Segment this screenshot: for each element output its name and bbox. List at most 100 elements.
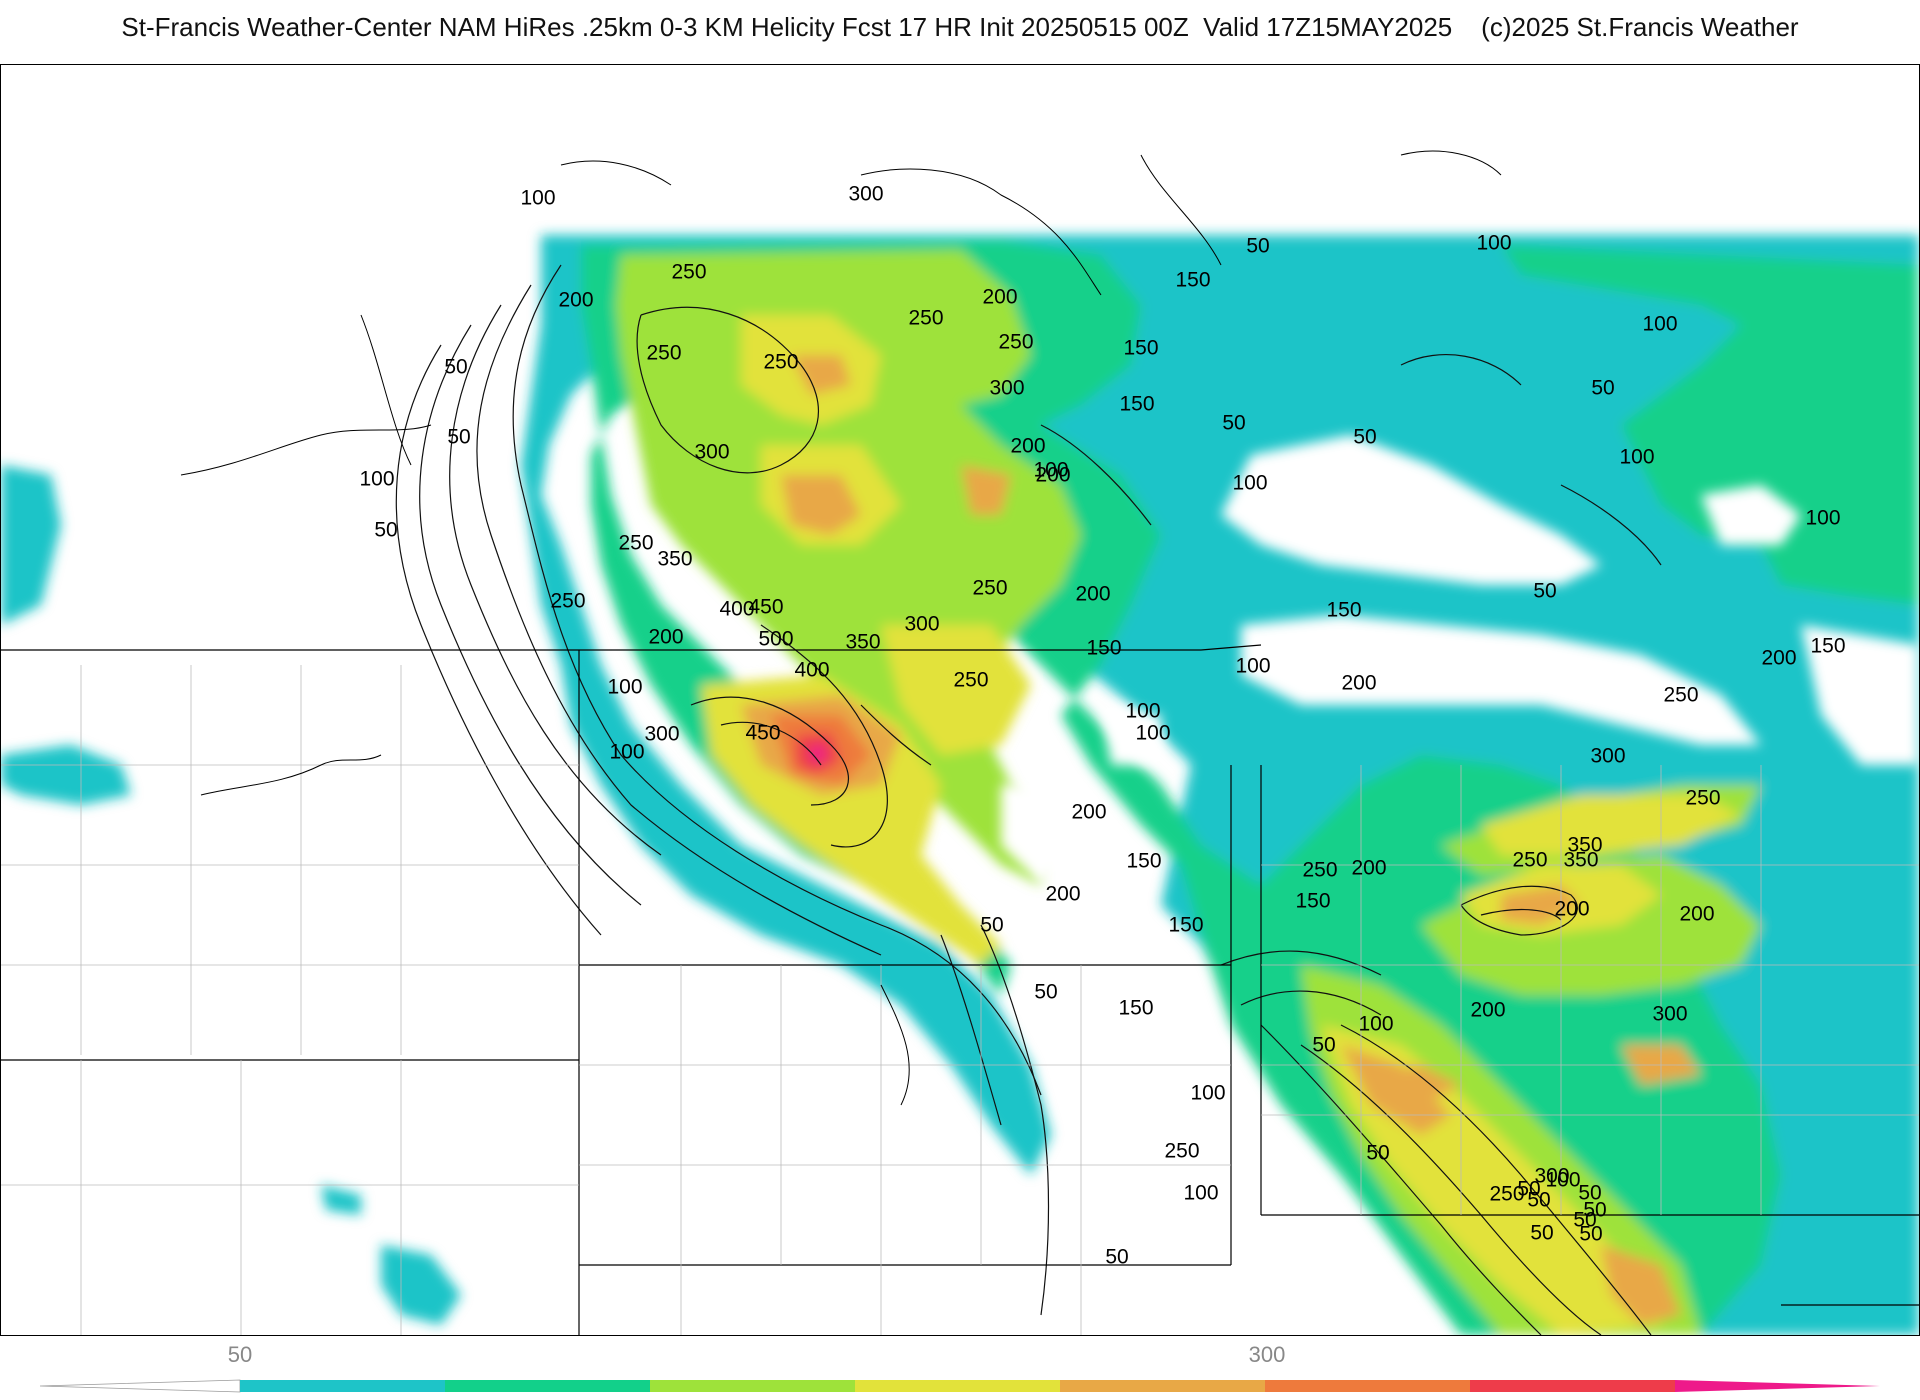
contour-value-label: 150 [1118,997,1153,1020]
contour-value-label: 250 [671,261,706,284]
helicity-fill-layer [1,235,1919,1335]
contour-value-label: 50 [1353,426,1376,449]
contour-line [690,696,849,806]
fill-orange-se [1341,1045,1451,1135]
political-boundaries [1,150,1919,1335]
contour-value-label: 100 [1232,472,1267,495]
river-line [360,314,412,466]
contour-value-label: 200 [558,289,593,312]
contour-value-label: 250 [618,532,653,555]
clear-area-2 [1241,615,1761,745]
river-line [860,168,1102,296]
fill-yellow-ne [1481,795,1741,855]
contour-value-label: 100 [1135,722,1170,745]
contour-value-label: 100 [520,187,555,210]
county-grid [1,665,1919,1335]
contour-value-label: 250 [1302,859,1337,882]
river-line [180,424,432,476]
colorbar: 50 300 [0,1340,1920,1400]
contour-value-label: 50 [1312,1034,1335,1057]
contour-value-label: 50 [1517,1178,1540,1201]
contour-value-label: 150 [1326,599,1361,622]
contour-value-label: 100 [1476,232,1511,255]
contour-line [512,264,1042,1096]
contour-value-label: 100 [1805,507,1840,530]
fill-orange-se2 [1601,1245,1681,1325]
contour-value-label: 100 [1125,700,1160,723]
contour-line [476,284,882,956]
border-line [1200,644,1262,651]
contour-value-label: 100 [1235,655,1270,678]
contour-value-label: 250 [972,577,1007,600]
contour-line [1460,885,1578,936]
colorbar-segment [240,1380,445,1392]
clear-areas [1001,435,1919,885]
contour-line [1480,908,1562,921]
contour-value-label: 150 [1123,337,1158,360]
contour-value-label: 300 [1652,1003,1687,1026]
contour-value-label: 200 [1679,903,1714,926]
contour-value-label: 300 [904,613,939,636]
contour-value-label: 300 [989,377,1024,400]
contour-value-label: 50 [1530,1222,1553,1245]
helicity-map[interactable]: 100 300 250 200 150 50 250 250 250 300 200 250 150 10… [0,64,1920,1336]
contour-value-label: 100 [607,676,642,699]
fill-green-northeast [1501,245,1919,605]
contour-value-label: 50 [1527,1189,1550,1212]
contour-value-label: 300 [644,723,679,746]
contour-value-label: 500 [758,628,793,651]
contour-value-label: 50 [1533,580,1556,603]
contour-value-label: 150 [1168,914,1203,937]
contour-value-label: 50 [374,519,397,542]
contour-value-label: 50 [1579,1223,1602,1246]
contour-value-label: 350 [1567,834,1602,857]
contour-value-label: 100 [1358,1013,1393,1036]
contour-line [1040,424,1152,526]
clear-area-1 [1221,435,1601,585]
contour-value-label: 400 [719,598,754,621]
contour-value-label: 200 [1761,647,1796,670]
contour-value-label: 100 [1642,313,1677,336]
contour-value-label: 250 [1663,684,1698,707]
contour-value-label: 300 [1534,1165,1569,1188]
contour-value-label: 250 [998,331,1033,354]
contour-value-label: 250 [763,351,798,374]
colorbar-tick-label: 300 [1248,1342,1286,1367]
colorbar-ramp [39,1379,1880,1393]
fill-orange-se3 [1381,1065,1461,1105]
fill-teal-sw-1 [381,1245,461,1325]
contour-value-label: 300 [694,441,729,464]
clear-area-3 [1701,485,1801,545]
fill-orange-2 [791,355,851,395]
contour-value-label: 200 [982,286,1017,309]
contour-value-label: 50 [1366,1142,1389,1165]
contour-value-label: 250 [1164,1140,1199,1163]
contour-value-label: 150 [1295,890,1330,913]
fill-orange-4 [961,465,1011,515]
contour-value-label: 100 [359,468,394,491]
contour-line [395,344,602,936]
contour-value-label: 50 [447,426,470,449]
contour-value-label: 150 [1119,393,1154,416]
contour-value-label: 100 [1545,1169,1580,1192]
contour-value-label: 300 [1590,745,1625,768]
contour-value-label: 200 [1554,898,1589,921]
contour-value-label: 200 [1045,883,1080,906]
contour-line [860,704,932,766]
river-line [1400,150,1502,176]
contour-line [1240,990,1382,1016]
contour-line [1220,950,1382,976]
fill-teal-west-1 [1,465,61,625]
contour-value-label: 50 [1246,235,1269,258]
colorbar-segment [1265,1380,1470,1392]
contour-line [1560,484,1662,566]
contour-line [449,304,662,856]
contour-value-label: 100 [1619,446,1654,469]
contour-value-label: 100 [1183,1182,1218,1205]
clear-area-4 [1801,625,1919,765]
contour-value-label: 150 [1086,637,1121,660]
contour-line [980,924,1050,1316]
fill-magenta-core [809,745,827,763]
